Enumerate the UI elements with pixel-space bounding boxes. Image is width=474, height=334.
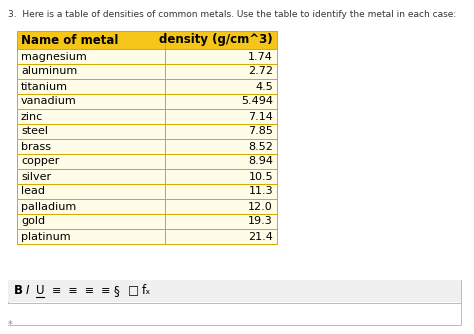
Text: copper: copper [21, 157, 59, 167]
Text: gold: gold [21, 216, 45, 226]
Text: 7.14: 7.14 [248, 112, 273, 122]
Bar [17, 169, 165, 184]
Text: 5.494: 5.494 [241, 97, 273, 107]
Text: 2.72: 2.72 [248, 66, 273, 76]
Text: 12.0: 12.0 [248, 201, 273, 211]
Bar [165, 31, 277, 49]
Bar [17, 64, 165, 79]
Text: Name of metal: Name of metal [21, 33, 118, 46]
Bar [165, 64, 277, 79]
Text: I: I [26, 285, 29, 298]
Text: *: * [8, 320, 13, 330]
Text: density (g/cm^3): density (g/cm^3) [159, 33, 273, 46]
Text: 7.85: 7.85 [248, 127, 273, 137]
Text: fₓ: fₓ [142, 285, 151, 298]
Text: 21.4: 21.4 [248, 231, 273, 241]
Bar [165, 139, 277, 154]
Text: steel: steel [21, 127, 48, 137]
Text: 19.3: 19.3 [248, 216, 273, 226]
Text: 1.74: 1.74 [248, 51, 273, 61]
Text: 10.5: 10.5 [248, 171, 273, 181]
Text: lead: lead [21, 186, 45, 196]
Text: 3.  Here is a table of densities of common metals. Use the table to identify the: 3. Here is a table of densities of commo… [8, 10, 456, 19]
Bar [17, 49, 165, 64]
Bar [165, 169, 277, 184]
Bar [17, 94, 165, 109]
Bar [165, 199, 277, 214]
Text: platinum: platinum [21, 231, 71, 241]
Bar [8, 280, 461, 325]
Bar [165, 184, 277, 199]
Bar [165, 94, 277, 109]
Bar [8, 280, 461, 302]
Bar [17, 79, 165, 94]
Bar [17, 124, 165, 139]
Bar [165, 49, 277, 64]
Bar [17, 109, 165, 124]
Text: brass: brass [21, 142, 51, 152]
Text: □: □ [128, 285, 139, 298]
Bar [17, 139, 165, 154]
Text: titanium: titanium [21, 81, 68, 92]
Text: 8.52: 8.52 [248, 142, 273, 152]
Bar [165, 109, 277, 124]
Bar [17, 154, 165, 169]
Text: aluminum: aluminum [21, 66, 77, 76]
Text: 4.5: 4.5 [255, 81, 273, 92]
Text: vanadium: vanadium [21, 97, 77, 107]
Text: U: U [36, 285, 45, 298]
Text: §: § [114, 285, 120, 298]
Bar [165, 229, 277, 244]
Bar [165, 79, 277, 94]
Bar [17, 214, 165, 229]
Text: magnesium: magnesium [21, 51, 87, 61]
Text: 8.94: 8.94 [248, 157, 273, 167]
Text: silver: silver [21, 171, 51, 181]
Bar [165, 214, 277, 229]
Text: palladium: palladium [21, 201, 76, 211]
Text: 11.3: 11.3 [248, 186, 273, 196]
Bar [165, 154, 277, 169]
Bar [17, 199, 165, 214]
Text: B: B [14, 285, 23, 298]
Bar [165, 124, 277, 139]
Text: zinc: zinc [21, 112, 43, 122]
Bar [17, 31, 165, 49]
Text: ≡  ≡  ≡  ≡: ≡ ≡ ≡ ≡ [52, 286, 110, 296]
Bar [17, 229, 165, 244]
Bar [17, 184, 165, 199]
Bar [8, 303, 461, 325]
